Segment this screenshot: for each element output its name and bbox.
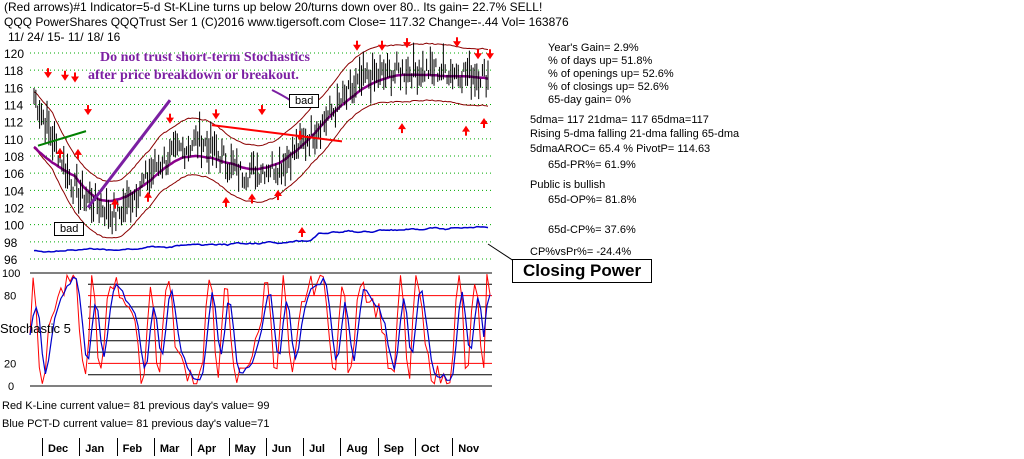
stochastic-label: Stochastic 5: [0, 321, 71, 336]
stochastic-tick-label: 20: [4, 358, 16, 370]
sell-arrow-head: [212, 113, 220, 120]
buy-arrow-head: [74, 148, 82, 155]
buy-arrow-head: [111, 198, 119, 205]
price-tick-label: 100: [4, 219, 24, 233]
pctd-readout: Blue PCT-D current value= 81 previous da…: [2, 418, 270, 430]
sell-arrow-head: [71, 76, 79, 83]
month-label: Jul: [309, 443, 325, 455]
bad-label-1: bad: [289, 94, 320, 108]
red-trendline: [211, 124, 343, 143]
price-tick-label: 112: [4, 116, 23, 130]
stat-openings-up: % of openings up= 52.6%: [548, 68, 674, 80]
date-range: 11/ 24/ 15- 11/ 18/ 16: [8, 30, 121, 44]
buy-arrow-head: [248, 193, 256, 200]
stat-mas: 5dma= 117 21dma= 117 65dma=117: [530, 114, 709, 126]
price-tick-label: 102: [4, 202, 24, 216]
chart-title: QQQ PowerShares QQQTrust Ser 1 (C)2016 w…: [4, 15, 569, 29]
sell-arrow-head: [44, 72, 52, 79]
month-tick: [340, 438, 342, 456]
price-tick-label: 104: [4, 184, 24, 198]
sell-arrow-head: [474, 53, 482, 60]
green-trendline: [37, 130, 87, 147]
buy-arrow-head: [56, 147, 64, 154]
price-tick-label: 120: [4, 47, 24, 61]
indicator-title: (Red arrows)#1 Indicator=5-d St-KLine tu…: [4, 0, 543, 14]
buy-arrow-head: [222, 196, 230, 203]
stochastic-tick-label: 80: [4, 291, 16, 303]
price-tick-label: 116: [4, 81, 23, 95]
sell-arrow-head: [453, 41, 461, 48]
sell-arrow-head: [296, 134, 304, 141]
sell-arrow-head: [61, 74, 69, 81]
price-tick-label: 106: [4, 167, 24, 181]
stat-days-up: % of days up= 51.8%: [548, 55, 653, 67]
purple-pointer: [271, 89, 291, 101]
annotation-line1: Do not trust short-term Stochastics: [100, 50, 310, 65]
stat-ma-direction: Rising 5-dma falling 21-dma falling 65-d…: [530, 128, 740, 140]
stochastic-d-line: [29, 276, 491, 381]
lower-band: [33, 99, 489, 239]
month-tick: [303, 438, 305, 456]
month-label: May: [234, 443, 256, 455]
month-tick: [228, 438, 230, 456]
month-label: Oct: [421, 443, 440, 455]
month-label: Nov: [458, 443, 480, 455]
buy-arrow-head: [298, 226, 306, 233]
month-label: Aug: [346, 443, 368, 455]
buy-arrow-head: [462, 125, 470, 132]
stat-aroc: 5dmaAROC= 65.4 % PivotP= 114.63: [530, 143, 711, 155]
buy-arrow-head: [398, 123, 406, 130]
sell-arrow-head: [486, 53, 494, 60]
month-tick: [415, 438, 416, 456]
month-tick: [377, 438, 379, 456]
sell-arrow-head: [378, 44, 386, 51]
stat-65day-gain: 65-day gain= 0%: [548, 94, 631, 106]
month-tick: [191, 438, 193, 456]
sell-arrow-head: [84, 109, 92, 116]
month-label: Jun: [271, 443, 292, 455]
month-tick: [42, 438, 43, 456]
price-tick-label: 114: [4, 99, 23, 113]
kline-readout: Red K-Line current value= 81 previous da…: [2, 400, 270, 412]
month-label: Sep: [383, 443, 404, 455]
annotation-line2: after price breakdown or breakout.: [88, 68, 299, 83]
sell-arrow-head: [258, 109, 266, 116]
stat-closings-up: % of closings up= 52.6%: [548, 81, 669, 93]
month-tick: [452, 438, 454, 456]
stat-cp-vs-pr: CP%vsPr%= -24.4%: [530, 246, 632, 258]
month-label: Feb: [122, 443, 143, 455]
price-tick-label: 118: [4, 64, 23, 78]
stochastic-k-line: [29, 273, 491, 385]
purple-annotation-arrow: [86, 99, 172, 209]
price-tick-label: 98: [4, 236, 18, 250]
buy-arrow-head: [144, 191, 152, 198]
month-label: Apr: [197, 443, 217, 455]
stochastic-tick-label: 0: [8, 381, 14, 393]
bad-label-2: bad: [54, 222, 85, 236]
month-tick: [116, 438, 118, 456]
closing-power-line: [33, 225, 489, 253]
month-label: Mar: [159, 443, 180, 455]
buy-arrow-head: [480, 117, 488, 124]
stat-op: 65d-OP%= 81.8%: [548, 194, 637, 206]
stat-public: Public is bullish: [530, 179, 606, 191]
buy-arrow-head: [274, 190, 282, 197]
stat-year-gain: Year's Gain= 2.9%: [548, 42, 639, 54]
price-tick-label: 96: [4, 253, 18, 267]
sell-arrow-head: [403, 42, 411, 49]
closing-power-label: Closing Power: [512, 259, 653, 283]
price-tick-label: 110: [4, 133, 23, 147]
month-label: Dec: [48, 443, 69, 455]
month-label: Jan: [85, 443, 105, 455]
price-tick-label: 108: [4, 150, 24, 164]
sell-arrow-head: [353, 44, 361, 51]
stochastic-tick-label: 100: [2, 268, 20, 280]
stat-pr: 65d-PR%= 61.9%: [548, 159, 636, 171]
month-tick: [79, 438, 81, 456]
sell-arrow-head: [166, 117, 174, 124]
month-tick: [265, 438, 267, 456]
stat-cp: 65d-CP%= 37.6%: [548, 224, 636, 236]
month-tick: [153, 438, 155, 456]
